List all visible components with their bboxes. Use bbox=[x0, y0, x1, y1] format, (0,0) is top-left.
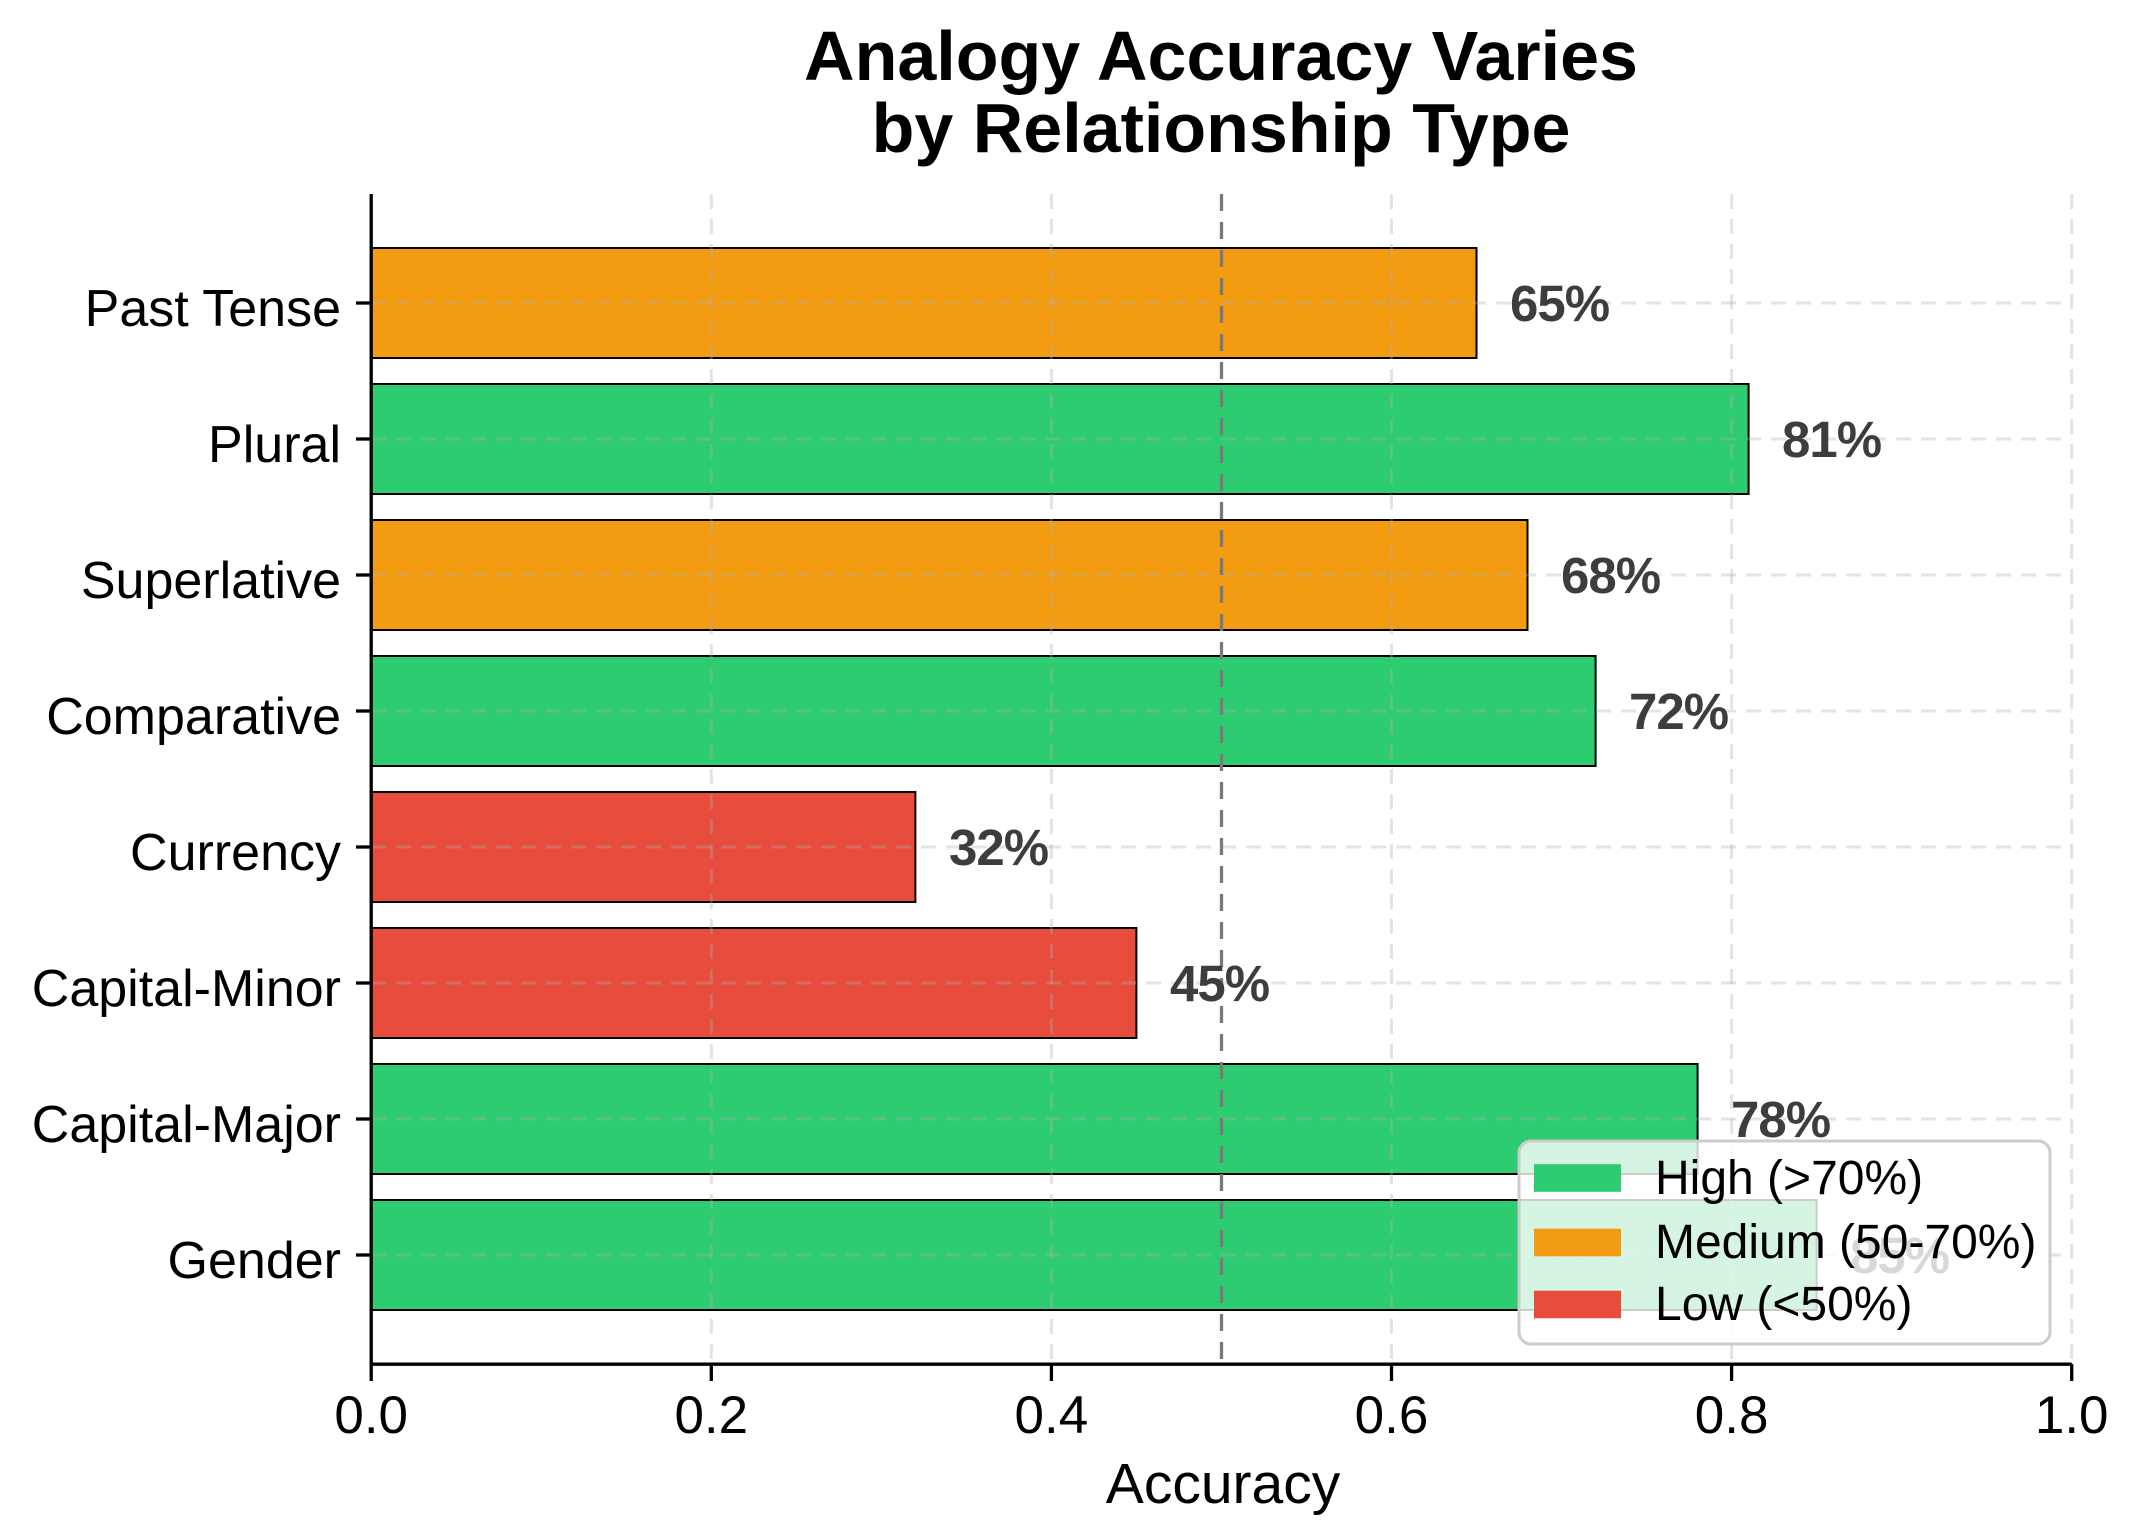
svg-text:Gender: Gender bbox=[168, 1232, 341, 1290]
svg-text:Superlative: Superlative bbox=[81, 552, 341, 610]
svg-text:High (>70%): High (>70%) bbox=[1655, 1152, 1923, 1205]
svg-text:1.0: 1.0 bbox=[2035, 1386, 2109, 1445]
svg-text:Low (<50%): Low (<50%) bbox=[1655, 1278, 1912, 1331]
svg-text:Comparative: Comparative bbox=[46, 688, 341, 746]
svg-text:Capital-Major: Capital-Major bbox=[32, 1096, 341, 1154]
svg-text:68%: 68% bbox=[1561, 547, 1660, 604]
svg-text:72%: 72% bbox=[1629, 683, 1728, 740]
svg-text:by Relationship Type: by Relationship Type bbox=[872, 89, 1571, 167]
svg-text:45%: 45% bbox=[1170, 955, 1269, 1012]
svg-text:Analogy Accuracy Varies: Analogy Accuracy Varies bbox=[804, 17, 1638, 95]
svg-text:0.4: 0.4 bbox=[1015, 1386, 1089, 1445]
svg-text:Plural: Plural bbox=[208, 416, 341, 474]
svg-text:Medium (50-70%): Medium (50-70%) bbox=[1655, 1216, 2036, 1269]
svg-text:0.0: 0.0 bbox=[334, 1386, 408, 1445]
svg-text:78%: 78% bbox=[1731, 1091, 1830, 1148]
svg-text:Accuracy: Accuracy bbox=[1106, 1452, 1341, 1516]
svg-text:0.6: 0.6 bbox=[1355, 1386, 1429, 1445]
svg-text:Capital-Minor: Capital-Minor bbox=[32, 960, 341, 1018]
svg-text:Past Tense: Past Tense bbox=[85, 280, 341, 338]
svg-text:65%: 65% bbox=[1510, 275, 1609, 332]
svg-text:81%: 81% bbox=[1782, 411, 1881, 468]
svg-text:0.8: 0.8 bbox=[1695, 1386, 1769, 1445]
svg-text:0.2: 0.2 bbox=[674, 1386, 748, 1445]
svg-text:Currency: Currency bbox=[130, 824, 341, 882]
svg-text:32%: 32% bbox=[949, 819, 1048, 876]
